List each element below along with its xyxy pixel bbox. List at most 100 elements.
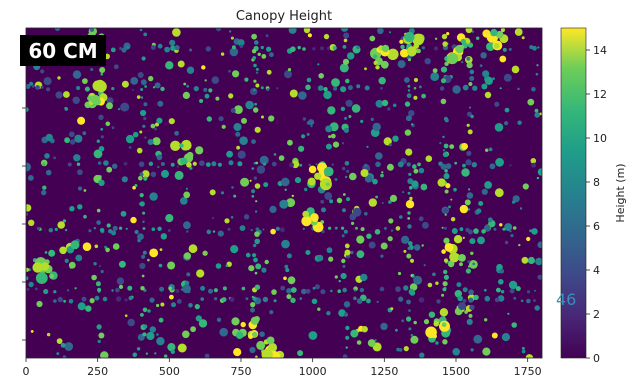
canopy-cell xyxy=(407,246,411,250)
canopy-cell xyxy=(63,299,66,303)
canopy-cell xyxy=(90,68,94,71)
canopy-cell xyxy=(419,85,422,89)
canopy-cell xyxy=(251,195,255,198)
canopy-cell xyxy=(450,217,456,222)
canopy-cell xyxy=(208,88,213,93)
canopy-cell xyxy=(76,85,81,91)
canopy-cell xyxy=(535,257,542,266)
canopy-cell xyxy=(227,227,231,231)
canopy-cell xyxy=(215,96,220,101)
canopy-cell xyxy=(54,227,58,231)
canopy-cell xyxy=(387,107,391,111)
chart-title: Canopy Height xyxy=(236,9,332,24)
canopy-cell xyxy=(112,225,118,231)
canopy-cell xyxy=(156,333,159,336)
canopy-cell xyxy=(537,168,542,176)
canopy-cell xyxy=(459,262,463,267)
canopy-cell xyxy=(134,184,138,187)
canopy-cell xyxy=(328,135,332,139)
canopy-cell xyxy=(230,245,239,254)
canopy-cell xyxy=(459,204,469,214)
canopy-cell xyxy=(301,216,312,227)
canopy-cell xyxy=(499,55,507,63)
canopy-cell xyxy=(302,227,305,230)
canopy-cell xyxy=(120,210,127,217)
canopy-cell xyxy=(477,236,485,245)
canopy-cell xyxy=(237,150,246,159)
canopy-cell xyxy=(407,84,411,88)
canopy-cell xyxy=(82,242,92,251)
canopy-cell xyxy=(462,287,468,293)
canopy-cell xyxy=(496,263,503,271)
canopy-cell xyxy=(512,195,520,203)
canopy-cell xyxy=(535,72,539,76)
canopy-cell xyxy=(305,288,311,294)
canopy-cell xyxy=(137,72,144,78)
canopy-cell xyxy=(534,305,540,311)
canopy-cell xyxy=(328,226,332,230)
canopy-cell xyxy=(325,143,332,150)
canopy-cell xyxy=(521,36,525,40)
canopy-cell xyxy=(375,195,378,199)
canopy-cell xyxy=(314,284,320,290)
canopy-cell xyxy=(388,218,394,224)
canopy-cell xyxy=(466,111,472,117)
colorbar-tick-label: 12 xyxy=(593,88,607,101)
canopy-cell xyxy=(160,86,165,92)
canopy-cell xyxy=(356,250,365,259)
canopy-cell xyxy=(446,31,450,36)
canopy-cell xyxy=(124,298,128,302)
canopy-cell xyxy=(202,250,208,256)
canopy-cell xyxy=(140,96,144,99)
canopy-cell xyxy=(367,339,376,347)
canopy-cell xyxy=(140,286,145,291)
canopy-cell xyxy=(493,227,497,231)
canopy-cell xyxy=(444,169,448,173)
canopy-cell xyxy=(491,332,498,339)
canopy-cell xyxy=(85,305,92,312)
canopy-cell xyxy=(98,179,105,186)
canopy-cell xyxy=(254,102,257,106)
canopy-cell xyxy=(35,85,40,90)
canopy-cell xyxy=(205,162,211,168)
canopy-cell xyxy=(464,199,471,206)
canopy-cell xyxy=(419,352,425,358)
canopy-cell xyxy=(127,318,135,327)
canopy-cell xyxy=(476,36,480,40)
canopy-cell xyxy=(449,144,455,150)
canopy-cell xyxy=(117,107,121,111)
canopy-cell xyxy=(255,83,260,88)
canopy-cell xyxy=(364,175,373,183)
canopy-cell xyxy=(441,226,444,229)
canopy-cell xyxy=(112,163,118,169)
canopy-cell xyxy=(26,267,29,272)
canopy-cell xyxy=(383,226,387,230)
canopy-cell xyxy=(196,269,205,278)
canopy-cell xyxy=(262,228,265,231)
canopy-cell xyxy=(74,134,83,143)
colorbar-axis: 0 2 4 6 8 10 12 14 xyxy=(586,44,607,365)
canopy-cell xyxy=(150,45,156,50)
canopy-cell xyxy=(361,326,368,333)
canopy-cell xyxy=(97,339,101,344)
canopy-cell xyxy=(527,256,536,265)
canopy-cell xyxy=(342,45,347,49)
canopy-cell xyxy=(323,166,334,177)
canopy-cell xyxy=(521,349,526,354)
canopy-cell xyxy=(93,262,97,266)
canopy-cell xyxy=(329,199,334,204)
canopy-cell xyxy=(53,299,57,303)
canopy-cell xyxy=(121,176,128,183)
canopy-cell xyxy=(443,258,449,263)
canopy-cell xyxy=(323,87,328,92)
canopy-cell xyxy=(186,84,190,88)
canopy-cell xyxy=(323,33,330,40)
canopy-cell xyxy=(413,320,417,325)
canopy-cell xyxy=(492,77,495,80)
canopy-cell xyxy=(35,287,38,291)
canopy-cell xyxy=(251,295,255,299)
canopy-cell xyxy=(406,299,411,305)
canopy-cell xyxy=(423,264,426,267)
canopy-cell xyxy=(230,216,234,219)
canopy-cell xyxy=(105,121,111,127)
